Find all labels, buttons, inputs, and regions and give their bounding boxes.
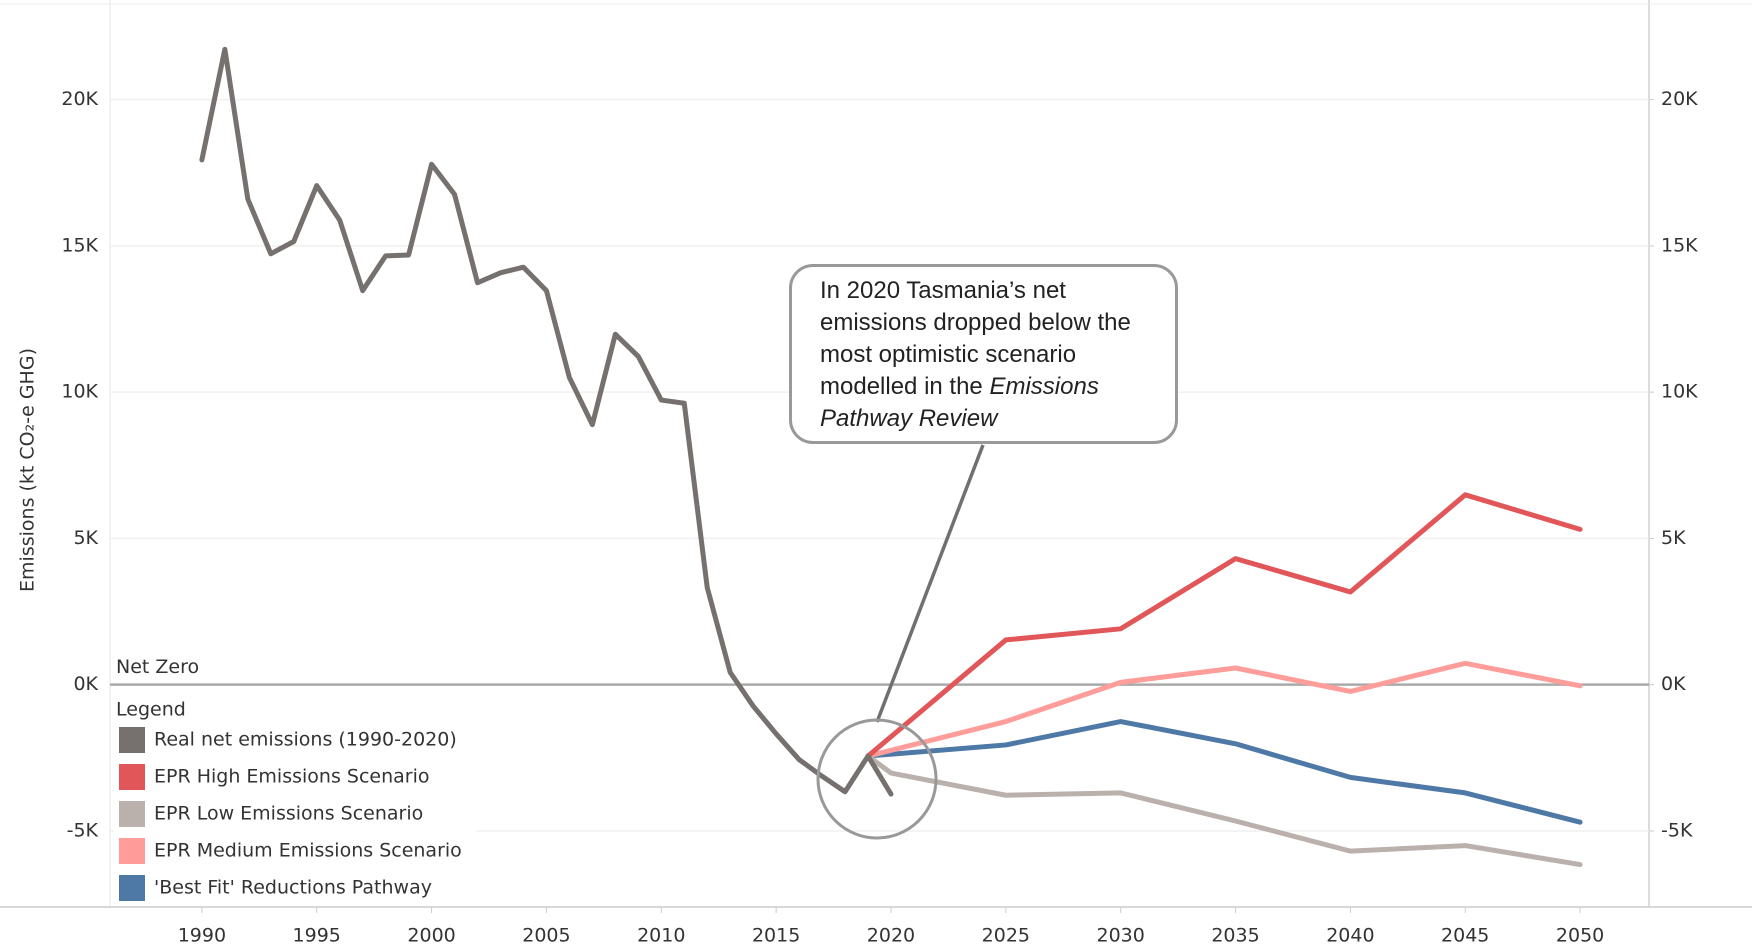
y2-tick-label: 20K: [1661, 88, 1698, 110]
legend-swatch: [119, 838, 145, 864]
y2-tick-label: 5K: [1661, 527, 1686, 549]
y-tick-label: 10K: [61, 381, 98, 403]
y-tick-label: 15K: [61, 234, 98, 256]
x-tick-label: 2045: [1441, 925, 1489, 947]
legend-swatch: [119, 764, 145, 790]
annotation-text: In 2020 Tasmania’s net emissions dropped…: [820, 277, 1131, 400]
x-tick-label: 1990: [178, 925, 226, 947]
x-tick-label: 1995: [293, 925, 341, 947]
annotation-circle: [816, 718, 938, 840]
x-tick-label: 2000: [407, 925, 455, 947]
y-tick-label: 20K: [61, 88, 98, 110]
legend-label: 'Best Fit' Reductions Pathway: [154, 877, 432, 899]
legend-swatch: [119, 727, 145, 753]
x-tick-label: 2050: [1556, 925, 1604, 947]
y2-tick-label: 0K: [1661, 673, 1686, 695]
y-axis-label: Emissions (kt CO₂-e GHG): [17, 348, 39, 592]
x-tick-label: 2010: [637, 925, 685, 947]
y2-tick-label: 10K: [1661, 381, 1698, 403]
x-tick-label: 2030: [1097, 925, 1145, 947]
annotation-emphasis: Emissions Pathway Review: [820, 373, 1099, 432]
series-line: [865, 660, 1583, 759]
x-tick-label: 2005: [522, 925, 570, 947]
x-tick-label: 2015: [752, 925, 800, 947]
x-tick-label: 2035: [1211, 925, 1259, 947]
y-tick-label: 0K: [73, 673, 98, 695]
y2-tick-label: 15K: [1661, 234, 1698, 256]
legend-title: Legend: [116, 699, 186, 721]
annotation: In 2020 Tasmania’s net emissions dropped…: [789, 264, 1178, 444]
y-tick-label: 5K: [73, 527, 98, 549]
series-line: [865, 492, 1583, 759]
series-line: [865, 719, 1583, 825]
legend-label: Real net emissions (1990-2020): [154, 729, 457, 751]
legend-label: EPR Low Emissions Scenario: [154, 803, 423, 825]
legend-swatch: [119, 801, 145, 827]
series-line: [199, 46, 894, 797]
y2-tick-label: -5K: [1661, 819, 1693, 841]
reference-label: Net Zero: [116, 656, 199, 678]
annotation-pointer: [875, 444, 985, 723]
series-line: [865, 753, 1583, 868]
x-tick-label: 2025: [982, 925, 1030, 947]
legend-label: EPR High Emissions Scenario: [154, 766, 429, 788]
x-tick-label: 2040: [1326, 925, 1374, 947]
legend-background: [114, 698, 476, 902]
legend-label: EPR Medium Emissions Scenario: [154, 840, 462, 862]
y-tick-label: -5K: [67, 819, 99, 841]
legend-swatch: [119, 875, 145, 901]
x-tick-label: 2020: [867, 925, 915, 947]
